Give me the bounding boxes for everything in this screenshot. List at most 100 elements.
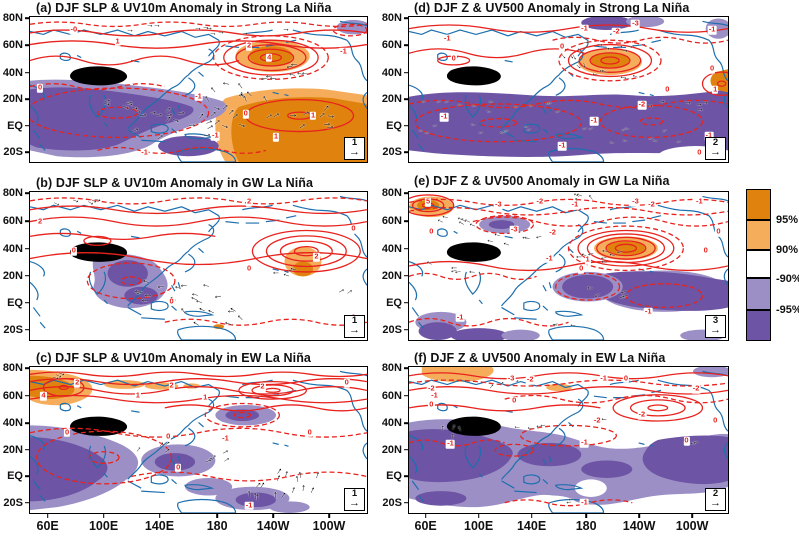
panel-c-art — [30, 367, 367, 513]
contour-label: -3 — [631, 18, 640, 29]
wind-vector: → — [153, 107, 165, 120]
colorbar-label-neg90: -90% — [776, 272, 799, 285]
x-axis-tick-label: 140E — [144, 519, 175, 533]
wind-vector: → — [527, 102, 535, 111]
panel-f: 2 → →→→→→→→→→→→→→→→→→→→→-2-3-2-10-10-20-… — [382, 362, 729, 533]
wind-vector: → — [533, 233, 545, 245]
contour-label: -1 — [580, 23, 589, 33]
contour-label: -2 — [548, 228, 557, 238]
wind-vector: → — [566, 495, 576, 506]
contour-label: -2 — [592, 415, 602, 426]
contour-label: 0 — [702, 245, 709, 256]
contour-label: -3 — [506, 373, 516, 383]
y-axis-tick-mark — [404, 44, 408, 47]
wind-vector: → — [281, 23, 291, 34]
vector-scale-arrow-icon: → — [710, 324, 721, 336]
y-axis-tick-mark — [25, 475, 29, 478]
panel-d: 2 → → → → → → → → → → → → → → → → → → → → → → → → → → → → → → → → → → → → →… — [382, 12, 729, 163]
panel-c-title: (c) DJF SLP & UV10m Anomaly in EW La Niñ… — [36, 351, 311, 365]
contour-label: -1 — [570, 200, 580, 210]
contour-label: 4 — [40, 390, 47, 401]
x-axis-tick-label: 100W — [675, 519, 709, 533]
vector-scale-value: 3 — [712, 315, 719, 326]
contour-label: 2 — [37, 216, 44, 226]
y-axis-tick-mark — [25, 274, 29, 277]
wind-vector: → — [216, 26, 225, 36]
contour-label: -1 — [194, 91, 203, 102]
y-axis-tick-label: 20N — [381, 443, 402, 456]
y-axis-tick-mark — [404, 124, 408, 127]
y-axis-tick-mark — [25, 44, 29, 47]
contour-label: 1 — [272, 132, 280, 142]
y-axis-tick-label: 40N — [381, 242, 402, 255]
wind-vector: → — [674, 138, 683, 147]
x-axis-tick-label: 140W — [256, 519, 290, 533]
panel-e-title: (e) DJF Z & UV500 Anomaly in GW La Niña — [414, 174, 670, 188]
y-axis-tick-label: 80N — [2, 187, 23, 200]
wind-vector: → — [456, 101, 464, 109]
contour-label: -2 — [637, 409, 647, 420]
contour-label: -1 — [599, 373, 608, 383]
colorbar-segment-below-neg95 — [747, 310, 770, 340]
y-axis-tick-mark — [25, 151, 29, 153]
wind-vector: → — [598, 253, 610, 265]
contour-label: 0 — [63, 427, 71, 437]
contour-label: -2 — [612, 26, 621, 36]
contour-label: -1 — [430, 390, 439, 401]
panel-e-map: 3 → → → → → → → → → → → → → → → → → → → → → → → → → → → → → → → → → → → → →… — [408, 191, 729, 341]
contour-label: 1 — [584, 254, 591, 265]
wind-vector: → — [524, 423, 535, 435]
panel-a-art — [30, 17, 367, 162]
contour-label: 2 — [168, 380, 175, 391]
contour-label: 0 — [165, 431, 172, 442]
wind-vector: → — [262, 70, 275, 84]
wind-vector: → — [568, 321, 578, 332]
wind-vector: → — [700, 96, 710, 107]
wind-vector: → — [268, 489, 281, 501]
contour-label: 0 — [350, 223, 357, 234]
contour-label: -1 — [211, 130, 220, 141]
panel-f-art — [409, 367, 728, 513]
x-axis-tick-mark — [102, 514, 105, 518]
y-axis-tick-mark — [404, 448, 408, 451]
y-axis-tick-mark — [25, 422, 29, 424]
contour-label: -1 — [221, 433, 230, 443]
wind-vector: → — [618, 287, 630, 300]
wind-vector: → — [296, 482, 309, 494]
x-axis-tick-mark — [46, 514, 49, 518]
significance-colorbar: 95% 90% -90% -95% — [746, 189, 799, 341]
wind-vector: → — [439, 212, 450, 224]
wind-vector: → — [241, 27, 250, 37]
y-axis-tick-mark — [25, 124, 29, 127]
x-axis-tick-mark — [216, 514, 218, 518]
contour-label: 0 — [245, 263, 253, 274]
contour-label: -1 — [580, 437, 589, 448]
contour-label: -1 — [140, 147, 149, 158]
x-axis-tick-label: 180 — [206, 519, 228, 533]
vector-scale-arrow-icon: → — [349, 497, 360, 509]
contour-label: 2 — [259, 382, 266, 392]
wind-vector: → — [477, 129, 485, 138]
wind-vector: → — [501, 127, 509, 136]
y-axis-tick-label: 20S — [3, 496, 23, 509]
x-axis-tick-mark — [477, 514, 480, 518]
wind-vector: → — [287, 108, 299, 121]
contour-label: 2 — [245, 197, 253, 207]
contour-label: 4 — [266, 52, 273, 62]
wind-vector: → — [624, 39, 635, 51]
y-axis-tick-label: 60N — [2, 389, 23, 402]
y-axis-tick-label: 60N — [381, 39, 402, 52]
y-axis-tick-label: 20N — [2, 269, 23, 282]
y-axis-tick-mark — [404, 502, 408, 504]
y-axis-tick-label: 20N — [381, 269, 402, 282]
wind-vector: → — [512, 103, 520, 111]
x-axis-tick-label: 60E — [36, 519, 59, 533]
contour-label: 0 — [578, 263, 585, 274]
y-axis-tick-mark — [404, 71, 408, 74]
x-axis-tick-mark — [638, 514, 640, 518]
y-axis-tick-label: 40N — [2, 66, 23, 79]
contour-label: 0 — [428, 399, 435, 410]
contour-label: -1 — [455, 312, 465, 323]
contour-label: 0 — [712, 415, 719, 426]
panel-e-art — [409, 192, 728, 340]
